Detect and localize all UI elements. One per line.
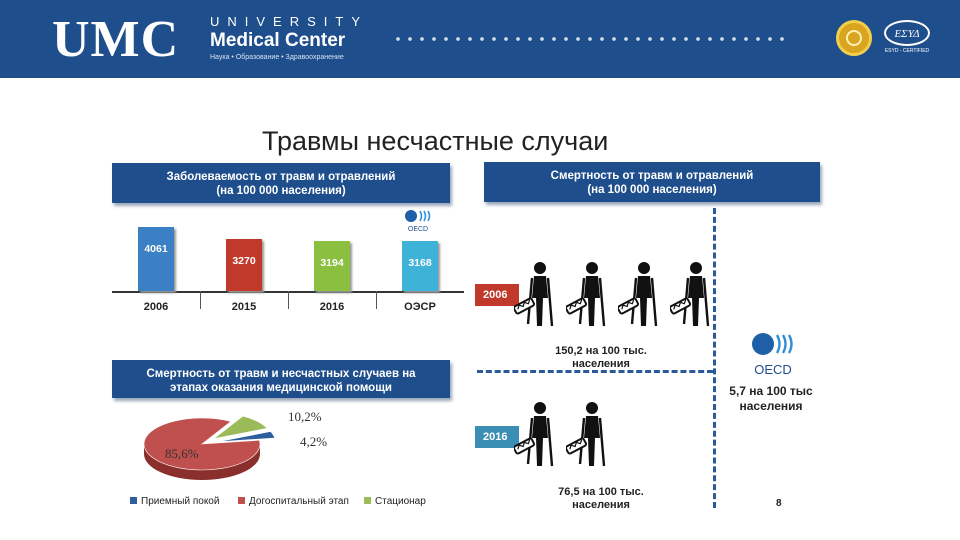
vertical-divider [713, 208, 716, 508]
legend-swatch [364, 497, 371, 504]
pie-slice-0 [217, 431, 276, 443]
header-bar: UMC UNIVERSITY Medical Center Наука • Об… [0, 0, 960, 78]
gold-seal-icon [836, 20, 872, 56]
year-tag-2016: 2016 [475, 426, 519, 448]
medical-center-label: Medical Center [210, 30, 346, 51]
esyd-caption: ESYD - CERTIFIED [884, 48, 930, 54]
bar-category-label: 2006 [143, 301, 169, 313]
legend-item: Догоспитальный этап [238, 496, 349, 507]
legend-label: Стационар [375, 496, 426, 507]
stages-banner-line2: этапах оказания медицинской помощи [170, 382, 392, 394]
injured-person-icon [618, 262, 658, 327]
legend-label: Догоспитальный этап [249, 496, 349, 507]
stages-banner: Смертность от травм и несчастных случаев… [112, 360, 450, 398]
legend-item: Приемный покой [130, 496, 219, 507]
mortality-banner: Смертность от травм и отравлений (на 100… [484, 162, 820, 202]
year-tag-2006: 2006 [475, 284, 519, 306]
oecd-big-label: OECD [754, 362, 792, 377]
injured-person-icon [514, 262, 554, 327]
injured-person-icon [566, 402, 606, 467]
legend-label: Приемный покой [141, 496, 220, 507]
dotted-divider [392, 36, 792, 42]
tagline: Наука • Образование • Здравоохранение [210, 54, 344, 61]
axis-tick [200, 291, 201, 309]
page-number: 8 [776, 498, 782, 509]
bar-value-label: 3270 [232, 255, 256, 267]
mortality-banner-line2: (на 100 000 населения) [587, 184, 717, 196]
legend-item: Стационар [364, 496, 426, 507]
incidence-banner-line2: (на 100 000 населения) [216, 185, 346, 197]
incidence-bar-chart: 4061 2006 3270 2015 3194 2016 3168 ОЭСР [112, 205, 464, 313]
caption-2016: 76,5 на 100 тыс. населения [558, 486, 644, 511]
pie-slice-2 [213, 415, 268, 439]
bar-category-label: ОЭСР [404, 301, 436, 313]
caption-2006: 150,2 на 100 тыс. населения [555, 345, 647, 370]
stages-pie-chart [143, 415, 276, 480]
university-label: UNIVERSITY [210, 14, 369, 29]
incidence-banner: Заболеваемость от травм и отравлений (на… [112, 163, 450, 203]
axis-tick [288, 291, 289, 309]
legend-swatch [238, 497, 245, 504]
pie-slice-1 [143, 417, 261, 471]
slide-title: Травмы несчастные случаи [262, 126, 609, 156]
pie-label-emergency: 4,2% [300, 434, 328, 449]
esyd-logo-icon: ΕΣΥΔ [884, 20, 930, 46]
svg-text:ΕΣΥΔ: ΕΣΥΔ [893, 28, 919, 40]
oecd-logo-small-icon: OECD [405, 210, 431, 232]
bar-category-label: 2015 [231, 301, 257, 313]
stages-banner-line1: Смертность от травм и несчастных случаев… [146, 368, 416, 380]
incidence-banner-line1: Заболеваемость от травм и отравлений [166, 171, 396, 183]
oecd-logo-icon: OECD [752, 333, 793, 377]
horizontal-divider [477, 370, 713, 373]
pie-side-wall [144, 444, 260, 480]
legend-swatch [130, 497, 137, 504]
bar-2: 3194 [314, 241, 350, 291]
bar-value-label: 4061 [144, 243, 168, 255]
bar-0: 4061 [138, 227, 174, 291]
bar-value-label: 3194 [320, 257, 344, 269]
bar-3: 3168 [402, 241, 438, 291]
injured-person-icon [670, 262, 710, 327]
pie-label-hospital: 10,2% [288, 409, 322, 424]
axis-tick [376, 291, 377, 309]
pie-label-prehospital: 85,6% [165, 446, 199, 461]
bar-category-label: 2016 [319, 301, 345, 313]
bar-1: 3270 [226, 239, 262, 291]
oecd-small-label: OECD [408, 226, 428, 232]
injured-person-icon [566, 262, 606, 327]
mortality-banner-line1: Смертность от травм и отравлений [550, 170, 754, 182]
umc-logo[interactable]: UMC [52, 11, 180, 68]
caption-oecd: 5,7 на 100 тыс населения [729, 384, 813, 413]
injured-person-icon [514, 402, 554, 467]
bar-value-label: 3168 [408, 257, 432, 269]
